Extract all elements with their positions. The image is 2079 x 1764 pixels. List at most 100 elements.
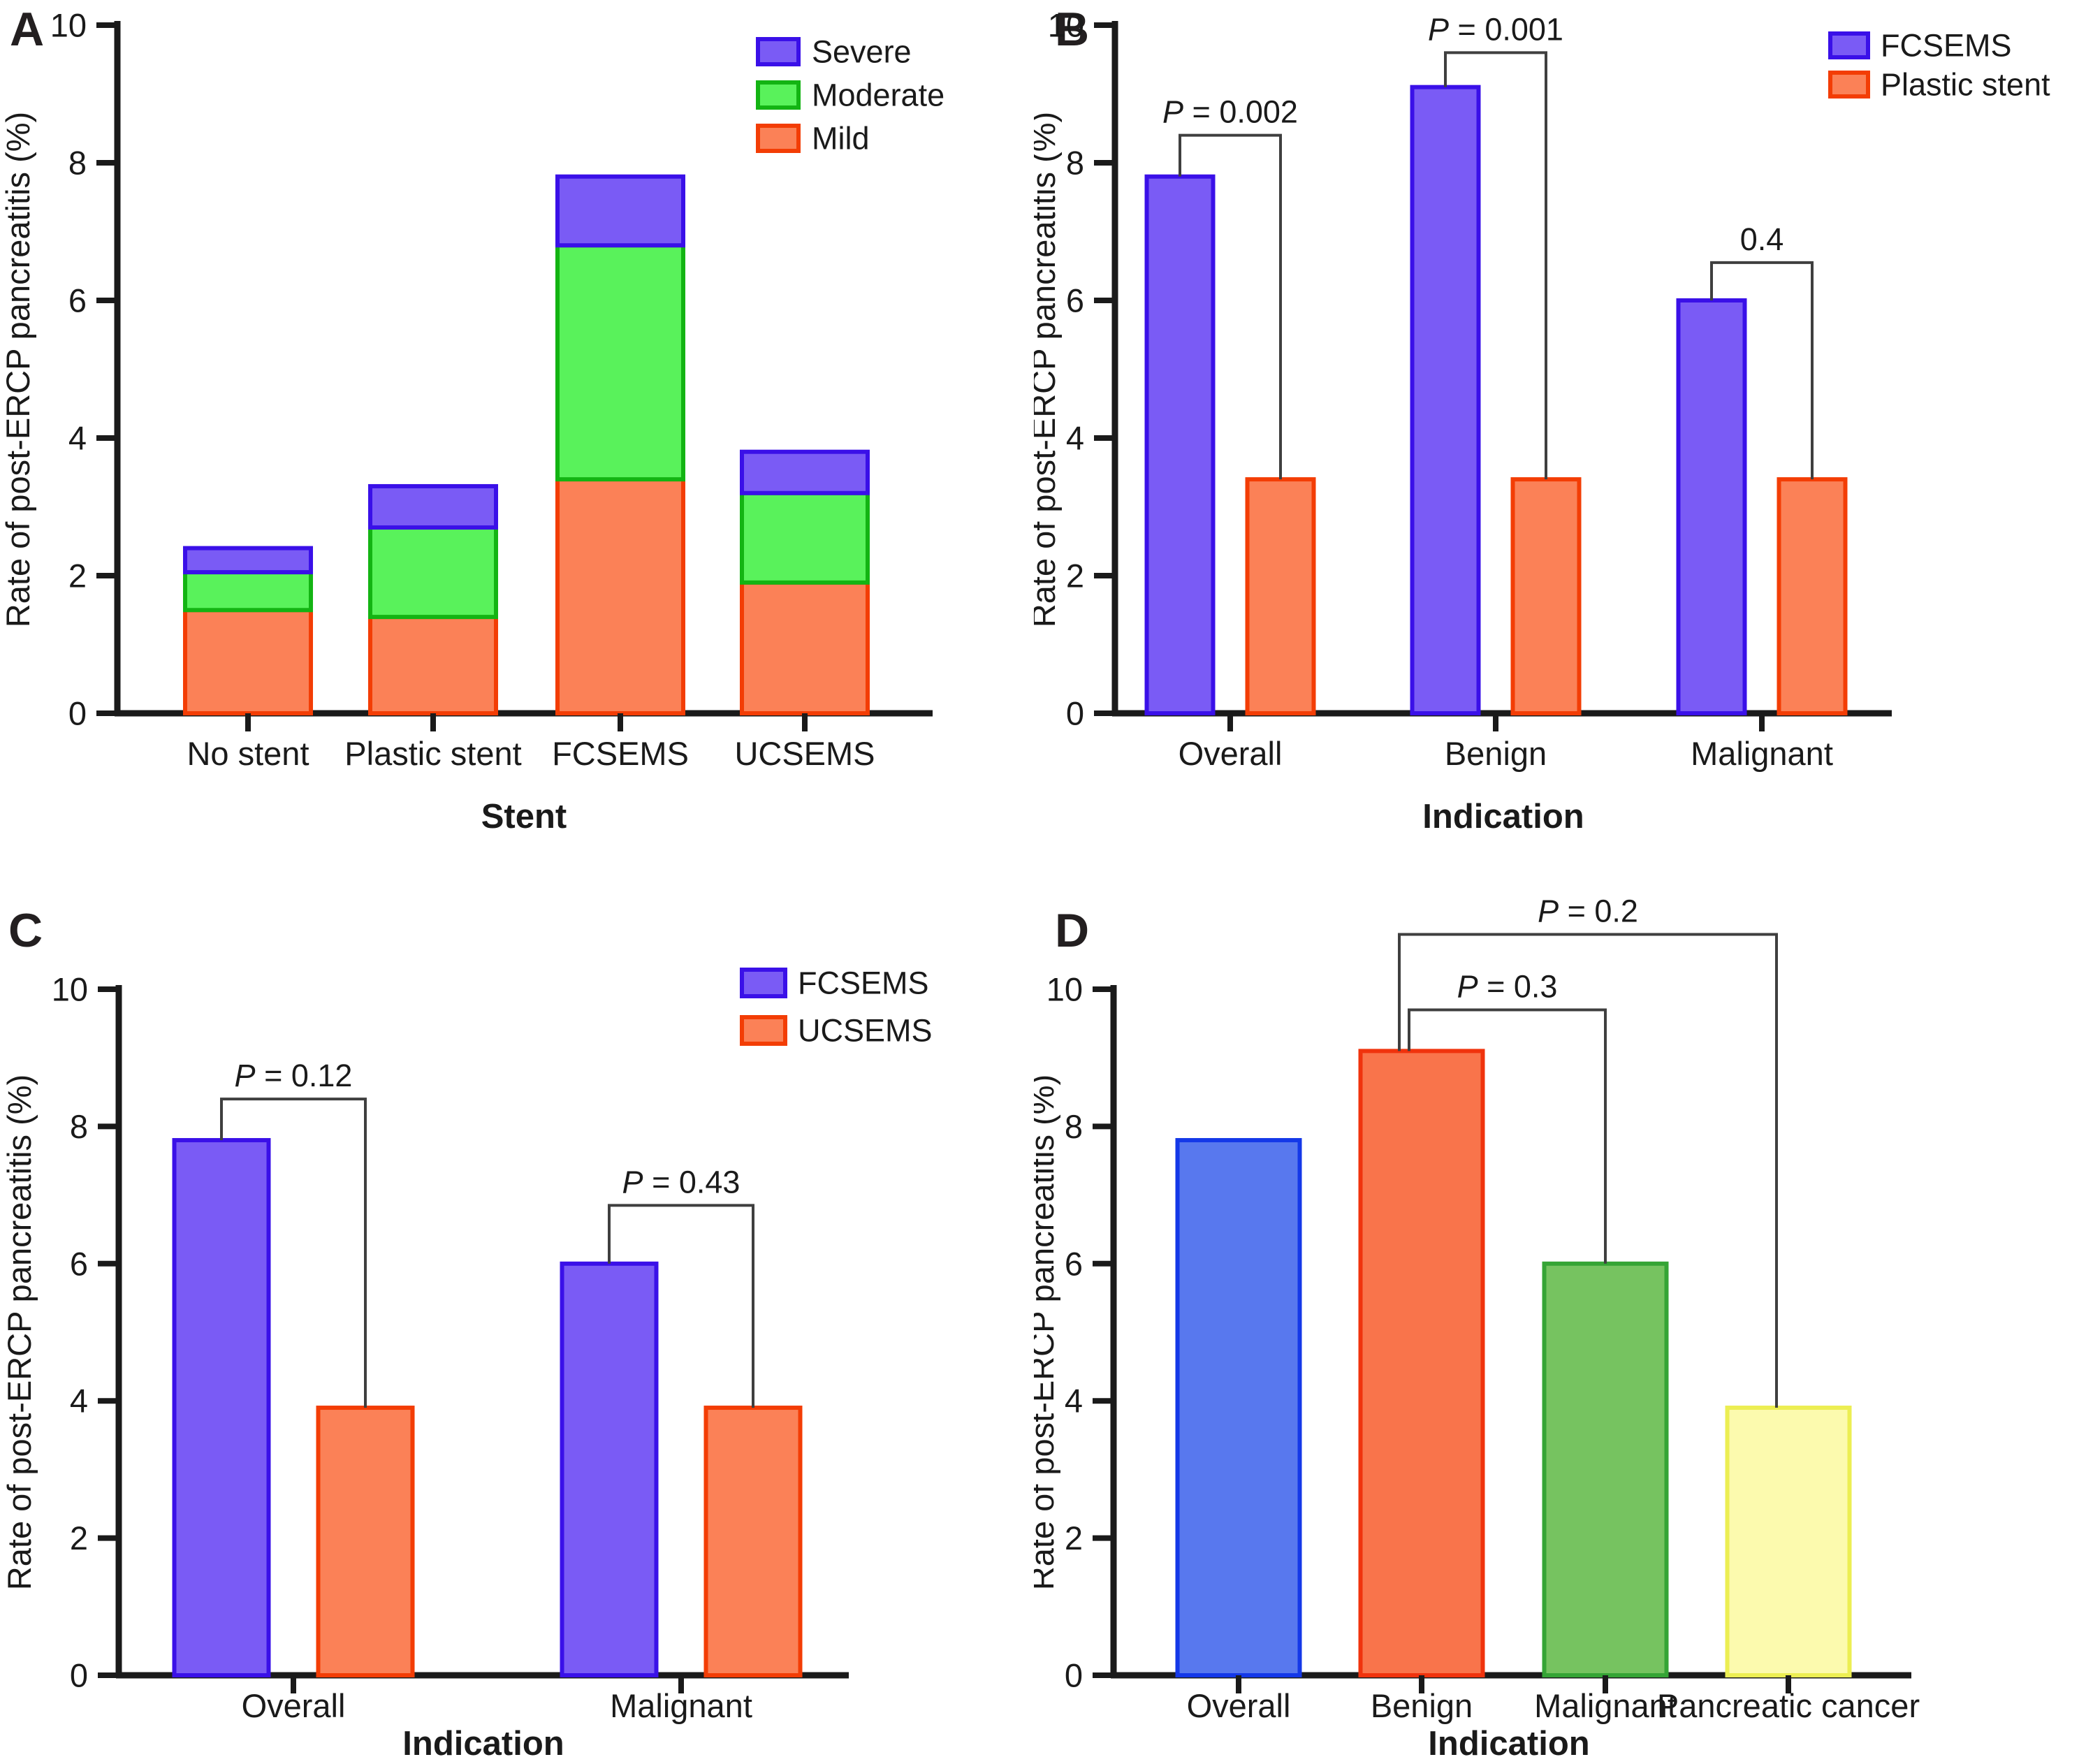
legend-swatch-severe	[756, 37, 801, 66]
panel-d-chart: 0 2 4 6 8 10 Rate of post-ERCP pancreatitis (%…	[1034, 893, 1920, 1763]
x-label-ucsems: UCSEMS	[734, 735, 875, 772]
x-axis-title: Indication	[402, 1725, 564, 1763]
y-tick-label: 2	[1065, 1519, 1083, 1557]
bar-fcsems-malignant	[1676, 298, 1747, 715]
legend-label-fcsems: FCSEMS	[1881, 28, 2012, 64]
panel-b-letter: B	[1055, 3, 1090, 56]
y-tick-label: 10	[52, 971, 88, 1008]
y-tick-label: 4	[68, 420, 87, 457]
bar-fcsems-malignant	[560, 1261, 659, 1677]
x-label-benign: Benign	[1371, 1687, 1473, 1724]
panel-d: D 0 2 4 6 8 10 Rate of post-ERCP pancreatitis …	[1034, 873, 2079, 1764]
y-tick-label: 8	[68, 145, 87, 182]
bar-moderate-no-stent	[183, 570, 313, 613]
bar-plastic-stent-overall	[1245, 477, 1316, 715]
panel-a: A 0 2 4 6 8 10 Rate of post-ERCP pancreatitis …	[0, 0, 1034, 873]
legend-label-moderate: Moderate	[812, 78, 944, 113]
y-tick-label: 0	[1065, 1657, 1083, 1694]
y-tick-label: 8	[1065, 1108, 1083, 1145]
y-tick-label: 8	[1066, 145, 1084, 182]
y-tick-label: 10	[1048, 7, 1084, 44]
y-tick-label: 4	[70, 1383, 88, 1420]
p-value-label: P = 0.3	[1457, 968, 1558, 1004]
x-axis-title: Stent	[481, 798, 567, 836]
y-tick-label: 0	[70, 1657, 88, 1694]
legend-swatch-fcsems	[740, 968, 787, 998]
panel-a-letter: A	[10, 3, 45, 56]
p-value-label: P = 0.43	[622, 1164, 741, 1200]
panel-d-letter: D	[1055, 904, 1090, 957]
bar-overall	[1175, 1138, 1302, 1678]
y-tick-label: 2	[70, 1519, 88, 1557]
y-tick-label: 6	[68, 282, 87, 319]
y-tick-label: 4	[1065, 1383, 1083, 1420]
bar-plastic-stent-malignant	[1777, 477, 1848, 715]
panel-c-letter: C	[8, 904, 43, 957]
bar-pancreatic-cancer	[1725, 1406, 1852, 1678]
x-label-overall: Overall	[1179, 735, 1283, 772]
y-tick-label: 4	[1066, 420, 1084, 457]
legend-label-ucsems: UCSEMS	[798, 1013, 933, 1049]
panel-c-chart: 0 2 4 6 8 10 Rate of post-ERCP pancreatitis (%…	[1, 965, 933, 1763]
bar-benign	[1358, 1049, 1485, 1677]
legend-swatch-plastic-stent	[1828, 71, 1870, 99]
y-tick-label: 10	[1046, 971, 1083, 1008]
legend-swatch-ucsems	[740, 1015, 787, 1046]
x-label-overall: Overall	[1187, 1687, 1291, 1724]
x-label-malignant: Malignant	[1691, 735, 1833, 772]
x-label-benign: Benign	[1445, 735, 1547, 772]
legend-label-fcsems: FCSEMS	[798, 965, 929, 1001]
bar-fcsems-benign	[1410, 85, 1481, 715]
bar-severe-ucsems	[740, 449, 870, 495]
x-axis-title: Indication	[1422, 798, 1584, 836]
x-label-malignant: Malignant	[610, 1687, 752, 1724]
p-value-label: P = 0.001	[1428, 11, 1563, 47]
x-label-pancreatic-cancer: Pancreatic cancer	[1657, 1687, 1920, 1724]
bar-severe-fcsems	[555, 174, 685, 248]
legend-label-severe: Severe	[812, 34, 912, 70]
y-tick-label: 10	[50, 7, 87, 44]
bar-moderate-ucsems	[740, 490, 870, 585]
legend-label-plastic-stent: Plastic stent	[1881, 67, 2050, 103]
x-label-no-stent: No stent	[187, 735, 309, 772]
legend-label-mild: Mild	[812, 121, 870, 156]
legend-swatch-moderate	[756, 80, 801, 110]
panel-c: C 0 2 4 6 8 10 Rate of post-ERCP pancreatitis …	[0, 873, 1034, 1764]
y-tick-label: 0	[68, 695, 87, 732]
y-axis-title: Rate of post-ERCP pancreatitis (%)	[1034, 112, 1062, 627]
y-axis-title: Rate of post-ERCP pancreatitis (%)	[1, 1074, 38, 1590]
y-tick-label: 6	[1065, 1245, 1083, 1282]
bar-plastic-stent-benign	[1510, 477, 1582, 715]
p-value-label: P = 0.12	[235, 1058, 353, 1093]
bar-ucsems-malignant	[703, 1406, 803, 1678]
panel-b-chart: 0 2 4 6 8 10 Rate of post-ERCP pancreatitis (%…	[1034, 7, 2050, 836]
panel-b: B 0 2 4 6 8 10 Rate of post-ERCP pancreatitis …	[1034, 0, 2079, 873]
x-label-plastic-stent: Plastic stent	[344, 735, 521, 772]
bar-severe-plastic-stent	[368, 483, 498, 530]
bar-fcsems-overall	[1144, 174, 1216, 715]
y-axis-title: Rate of post-ERCP pancreatitis (%)	[0, 112, 36, 627]
p-value-label: P = 0.2	[1538, 893, 1638, 928]
p-value-label: 0.4	[1740, 221, 1784, 257]
bar-malignant	[1542, 1261, 1669, 1677]
bar-mild-plastic-stent	[368, 615, 498, 715]
y-tick-label: 2	[68, 557, 87, 595]
bar-mild-ucsems	[740, 580, 870, 715]
y-tick-label: 2	[1066, 557, 1084, 595]
x-label-fcsems: FCSEMS	[552, 735, 689, 772]
x-axis-title: Indication	[1428, 1725, 1589, 1763]
p-value-label: P = 0.002	[1162, 94, 1298, 130]
y-axis-title: Rate of post-ERCP pancreatitis (%)	[1034, 1074, 1060, 1590]
legend-swatch-fcsems	[1828, 31, 1870, 59]
x-label-malignant: Malignant	[1534, 1687, 1677, 1724]
y-tick-label: 8	[70, 1108, 88, 1145]
y-tick-label: 6	[1066, 282, 1084, 319]
bar-fcsems-overall	[172, 1138, 271, 1678]
panel-a-chart: 0 2 4 6 8 10 Rate of post-ERCP pancreatitis (%…	[0, 7, 944, 836]
bar-severe-no-stent	[183, 546, 313, 575]
bar-mild-fcsems	[555, 477, 685, 715]
legend-swatch-mild	[756, 124, 801, 153]
bar-moderate-fcsems	[555, 243, 685, 482]
y-tick-label: 0	[1066, 695, 1084, 732]
